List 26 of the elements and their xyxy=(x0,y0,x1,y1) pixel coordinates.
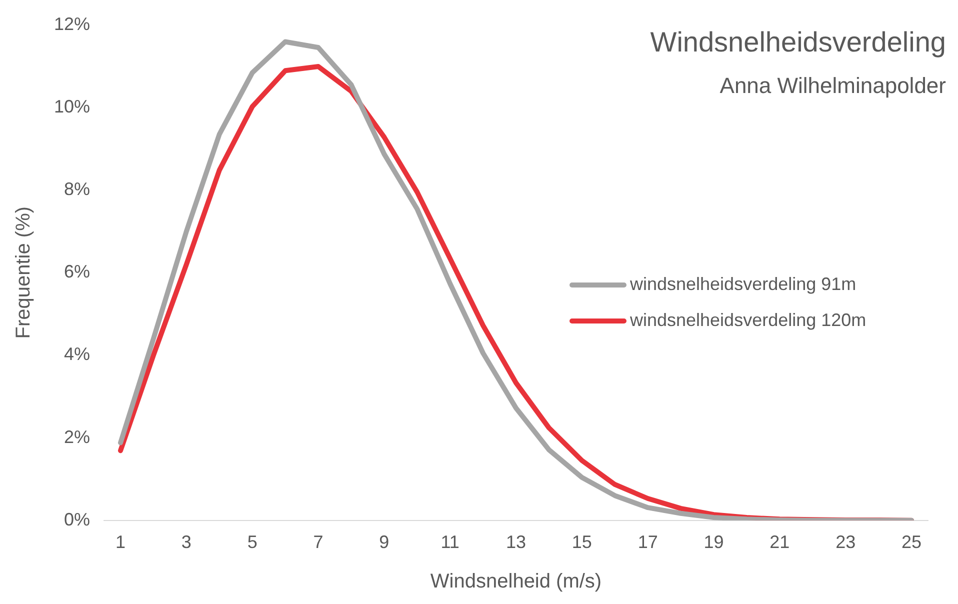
y-tick-label: 4% xyxy=(64,344,90,364)
x-tick-label: 19 xyxy=(704,532,724,552)
y-tick-label: 12% xyxy=(54,14,90,34)
x-tick-label: 15 xyxy=(572,532,592,552)
y-tick-label: 8% xyxy=(64,178,90,199)
x-tick-label: 13 xyxy=(506,532,526,552)
y-tick-label: 6% xyxy=(64,262,90,282)
x-tick-label: 11 xyxy=(440,532,460,552)
y-tick-label: 2% xyxy=(64,426,90,447)
x-tick-label: 21 xyxy=(770,532,790,552)
x-tick-label: 7 xyxy=(313,532,324,552)
x-tick-label: 17 xyxy=(638,532,658,552)
x-tick-label: 25 xyxy=(902,532,922,552)
x-tick-label: 5 xyxy=(247,532,258,552)
x-tick-label: 3 xyxy=(181,532,192,552)
legend-label: windsnelheidsverdeling 91m xyxy=(629,274,856,294)
y-tick-label: 0% xyxy=(64,509,90,530)
y-axis-title: Frequentie (%) xyxy=(12,206,35,339)
legend-label: windsnelheidsverdeling 120m xyxy=(629,310,866,330)
x-tick-label: 1 xyxy=(116,532,126,552)
x-tick-label: 9 xyxy=(379,532,390,552)
chart-title: Windsnelheidsverdeling xyxy=(650,26,946,58)
y-tick-label: 10% xyxy=(54,96,90,116)
x-tick-label: 23 xyxy=(836,532,856,552)
x-axis-title: Windsnelheid (m/s) xyxy=(430,570,602,593)
text: Anna Wilhelminapolder xyxy=(720,73,946,98)
